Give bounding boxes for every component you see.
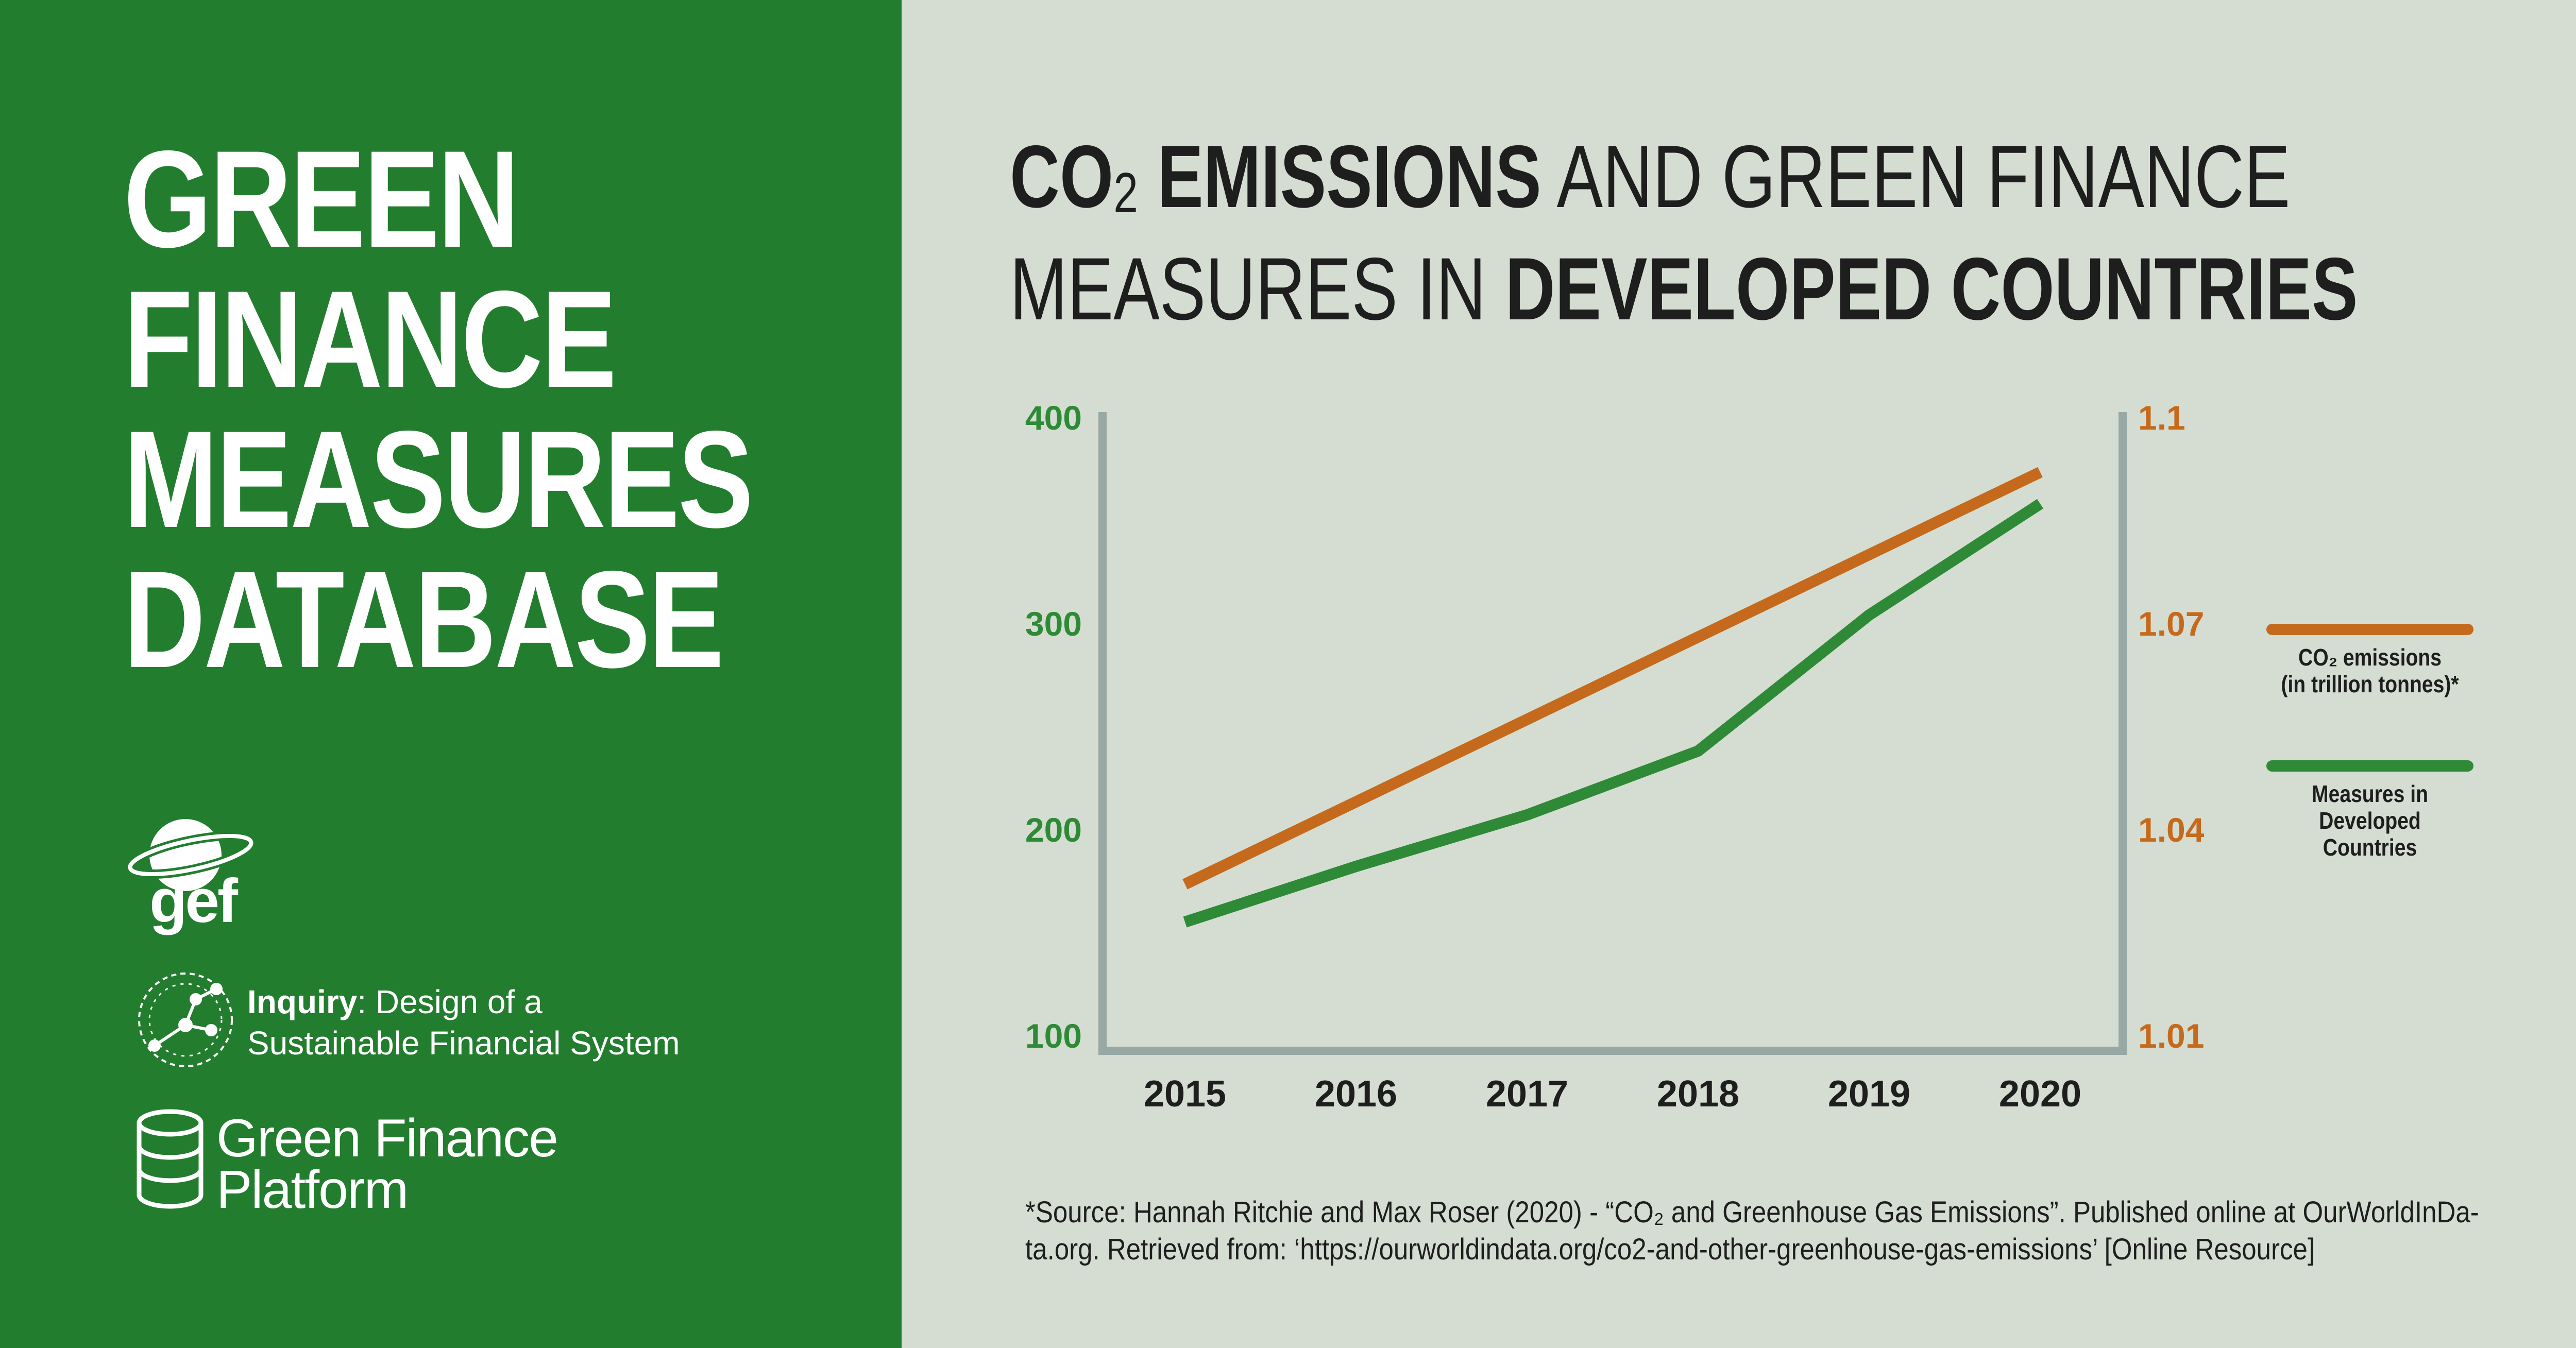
right-axis-tick-label: 1.1 bbox=[2138, 399, 2185, 437]
legend-label: CO₂ emissions bbox=[2298, 644, 2442, 671]
database-title-line: GREEN bbox=[124, 122, 519, 276]
database-title: GREEN FINANCE MEASURES DATABASE bbox=[124, 122, 754, 696]
left-axis-tick-label: 200 bbox=[1025, 811, 1082, 849]
inquiry-logo-icon bbox=[138, 972, 233, 1067]
source-line: *Source: Hannah Ritchie and Max Roser (2… bbox=[1025, 1196, 2479, 1229]
x-axis-tick-label: 2015 bbox=[1144, 1073, 1226, 1115]
legend-label: (in trillion tonnes)* bbox=[2281, 671, 2459, 698]
x-axis-tick-label: 2020 bbox=[1999, 1073, 2081, 1115]
chart-panel bbox=[902, 0, 2576, 1348]
inquiry-logo-text: Inquiry: Design of a Sustainable Financi… bbox=[247, 983, 680, 1062]
gef-logo-text: gef bbox=[149, 866, 238, 935]
left-axis-tick-label: 300 bbox=[1025, 605, 1082, 643]
left-axis-tick-label: 400 bbox=[1025, 399, 1082, 437]
left-axis-tick-label: 100 bbox=[1025, 1017, 1082, 1055]
x-axis-tick-label: 2017 bbox=[1486, 1073, 1568, 1115]
source-footnote: *Source: Hannah Ritchie and Max Roser (2… bbox=[1025, 1194, 2479, 1268]
green-finance-platform-text: Green Finance Platform bbox=[216, 1108, 558, 1220]
x-axis-tick-label: 2019 bbox=[1828, 1073, 1910, 1115]
brand-panel: GREEN FINANCE MEASURES DATABASE gef Inqu… bbox=[0, 0, 902, 1348]
database-title-line: DATABASE bbox=[124, 542, 724, 696]
co2-series-line bbox=[1182, 467, 2043, 890]
x-axis-tick-label: 2018 bbox=[1657, 1073, 1739, 1115]
legend-label: Measures in bbox=[2312, 781, 2428, 808]
legend-label: Countries bbox=[2323, 834, 2417, 861]
x-axis-tick-label: 2016 bbox=[1315, 1073, 1397, 1115]
right-axis-tick-label: 1.04 bbox=[2138, 811, 2205, 849]
chart-title: CO2 EMISSIONS AND GREEN FINANCE MEASURES… bbox=[1010, 127, 2358, 338]
gef-logo-icon bbox=[125, 819, 256, 891]
database-title-line: FINANCE bbox=[124, 262, 617, 416]
measures-series-line bbox=[1183, 499, 2043, 928]
legend-label: Developed bbox=[2319, 808, 2421, 834]
database-title-line: MEASURES bbox=[124, 402, 754, 556]
green-finance-platform-icon bbox=[137, 1109, 204, 1209]
right-axis-tick-label: 1.01 bbox=[2138, 1017, 2204, 1055]
source-line: ta.org. Retrieved from: ‘https://ourworl… bbox=[1025, 1233, 2315, 1266]
right-axis-tick-label: 1.07 bbox=[2138, 605, 2204, 643]
